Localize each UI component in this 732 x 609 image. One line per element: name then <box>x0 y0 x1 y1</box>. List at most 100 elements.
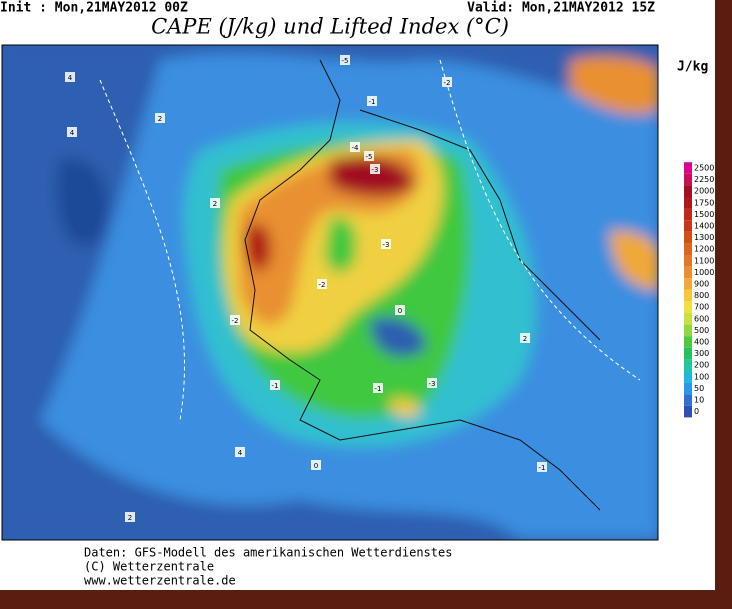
contour-label: -3 <box>372 166 379 174</box>
contour-label: 4 <box>68 74 73 82</box>
colorbar-label: 2500 <box>694 164 714 173</box>
colorbar-label: 500 <box>694 326 709 335</box>
colorbar-swatch <box>684 347 692 360</box>
init-text: Init : Mon,21MAY2012 00Z <box>0 1 188 16</box>
contour-label: 4 <box>70 129 75 137</box>
contour-label-box <box>125 512 135 522</box>
footer-line: (C) Wetterzentrale <box>84 560 214 574</box>
colorbar-swatch <box>684 405 692 418</box>
colorbar-swatch <box>684 382 692 395</box>
colorbar-label: 800 <box>694 291 709 300</box>
contour-label: -5 <box>366 153 373 161</box>
colorbar-label: 200 <box>694 361 709 370</box>
colorbar-swatch <box>684 371 692 383</box>
contour-label-box <box>370 164 380 174</box>
contour-label-box <box>270 380 280 390</box>
contour-label: -1 <box>375 385 382 393</box>
contour-label-box <box>381 239 391 249</box>
colorbar-swatch <box>684 266 692 279</box>
colorbar-swatch <box>684 336 692 348</box>
colorbar-swatch <box>684 301 692 313</box>
colorbar-swatch <box>684 359 692 371</box>
colorbar-swatch <box>684 324 692 337</box>
colorbar-swatch <box>684 243 692 255</box>
colorbar-swatch <box>684 208 692 221</box>
contour-label-box <box>311 460 321 470</box>
colorbar-swatch <box>684 255 692 267</box>
colorbar-label: 400 <box>694 338 709 347</box>
contour-label: -4 <box>352 144 360 152</box>
colorbar-label: 1200 <box>694 245 714 254</box>
colorbar-label: 1300 <box>694 233 714 242</box>
contour-label-box <box>442 77 452 87</box>
contour-label: 0 <box>314 462 318 470</box>
colorbar-label: 2000 <box>694 187 714 196</box>
colorbar-swatch <box>684 173 692 186</box>
colorbar-label: 50 <box>694 384 704 393</box>
contour-label-box <box>350 142 360 152</box>
contour-label: -1 <box>369 98 376 106</box>
contour-label: 0 <box>398 307 402 315</box>
colorbar-swatch <box>684 220 692 232</box>
colorbar-label: 1400 <box>694 222 714 231</box>
contour-label: -1 <box>539 464 546 472</box>
legend-unit: J/kg <box>677 60 708 75</box>
contour-label-box <box>520 333 530 343</box>
footer-line: Daten: GFS-Modell des amerikanischen Wet… <box>84 546 452 560</box>
colorbar-label: 0 <box>694 407 699 416</box>
colorbar-swatch <box>684 185 692 197</box>
contour-label-box <box>427 378 437 388</box>
colorbar-label: 900 <box>694 280 709 289</box>
contour-label: 2 <box>213 200 217 208</box>
colorbar-label: 10 <box>694 396 704 405</box>
contour-label: -2 <box>232 317 239 325</box>
colorbar-label: 1100 <box>694 256 714 265</box>
contour-label: -1 <box>272 382 279 390</box>
colorbar-label: 300 <box>694 349 709 358</box>
contour-label: -3 <box>429 380 436 388</box>
contour-label-box <box>395 305 405 315</box>
colorbar-label: 600 <box>694 314 709 323</box>
colorbar-label: 2250 <box>694 175 714 184</box>
footer-line: www.wetterzentrale.de <box>84 574 236 588</box>
colorbar-label: 1750 <box>694 198 714 207</box>
colorbar-swatch <box>684 231 692 244</box>
contour-label-box <box>65 72 75 82</box>
valid-text: Valid: Mon,21MAY2012 15Z <box>467 1 655 16</box>
colorbar-swatch <box>684 394 692 406</box>
colorbar-label: 1500 <box>694 210 714 219</box>
map-frame <box>1 44 659 541</box>
contour-label-box <box>373 383 383 393</box>
contour-label-box <box>155 113 165 123</box>
contour-label: -2 <box>444 79 451 87</box>
contour-label: 2 <box>158 115 162 123</box>
contour-label: -2 <box>319 281 326 289</box>
contour-label-box <box>364 151 374 161</box>
colorbar-label: 1000 <box>694 268 714 277</box>
colorbar-swatch <box>684 313 692 325</box>
contour-label-box <box>367 96 377 106</box>
colorbar-label: 100 <box>694 372 709 381</box>
contour-label-box <box>210 198 220 208</box>
contour-label: -3 <box>383 241 390 249</box>
contour-label-box <box>230 315 240 325</box>
contour-label: 2 <box>523 335 527 343</box>
contour-label-box <box>340 55 350 65</box>
contour-label-box <box>235 447 245 457</box>
colorbar-swatch <box>684 289 692 302</box>
map-title: CAPE (J/kg) und Lifted Index (°C) <box>151 15 509 39</box>
contour-label: -5 <box>342 57 349 65</box>
contour-label: 4 <box>238 449 243 457</box>
colorbar-swatch <box>684 278 692 290</box>
border <box>0 590 732 609</box>
contour-label-box <box>537 462 547 472</box>
border <box>715 0 732 609</box>
colorbar-swatch <box>684 197 692 209</box>
colorbar-label: 700 <box>694 303 709 312</box>
contour-label-box <box>67 127 77 137</box>
map: 4 -5 -3 -2 -1 -4 -5 -3 -2 2 0 -1 -2 2 4 2 -1 4 2 0 -3 -1 <box>2 45 658 540</box>
contour-label: 2 <box>128 514 132 522</box>
colorbar-swatch <box>684 162 692 174</box>
